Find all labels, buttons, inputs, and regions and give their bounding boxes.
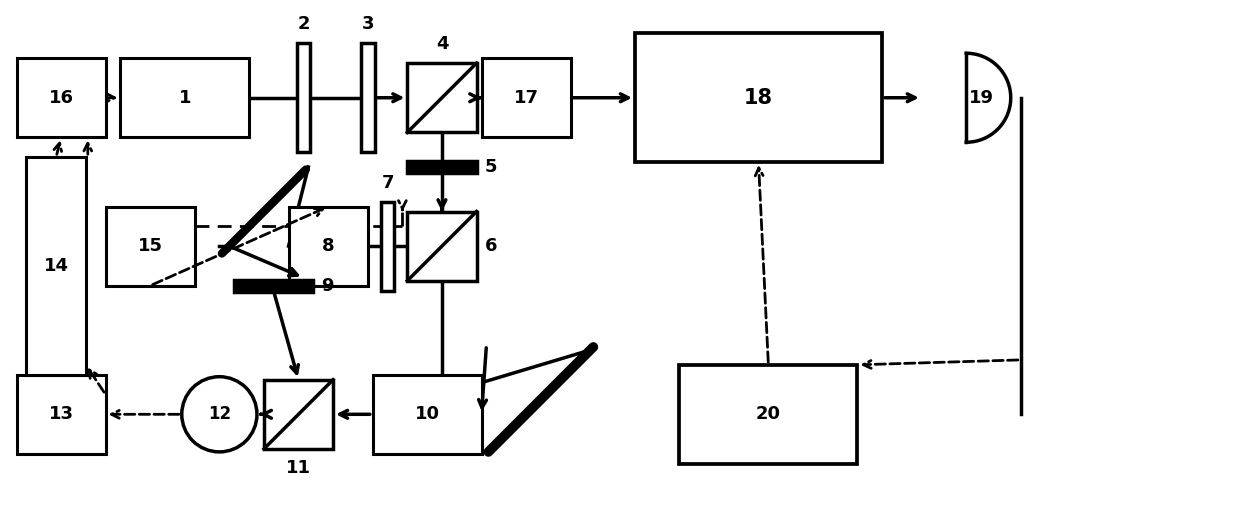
Text: 5: 5: [485, 158, 497, 176]
Text: 7: 7: [381, 174, 394, 192]
Text: 16: 16: [48, 89, 73, 107]
Text: 15: 15: [138, 237, 162, 255]
Bar: [264, 380, 334, 449]
Text: 19: 19: [970, 89, 994, 107]
Text: 18: 18: [744, 88, 773, 108]
Bar: [296, 43, 310, 152]
Text: 10: 10: [414, 405, 440, 423]
Text: 4: 4: [435, 35, 448, 53]
Bar: [481, 58, 570, 137]
Text: 14: 14: [43, 257, 68, 275]
Text: 20: 20: [756, 405, 781, 423]
Bar: [105, 206, 195, 286]
Text: 13: 13: [48, 405, 73, 423]
Bar: [120, 58, 249, 137]
Text: 6: 6: [485, 237, 497, 255]
Text: 8: 8: [322, 237, 335, 255]
Bar: [407, 63, 476, 133]
Bar: [361, 43, 374, 152]
Text: 11: 11: [286, 459, 311, 477]
Text: 3: 3: [362, 15, 374, 34]
Bar: [16, 375, 105, 454]
Bar: [635, 34, 882, 162]
Bar: [16, 58, 105, 137]
Bar: [234, 280, 314, 292]
Bar: [289, 206, 368, 286]
Bar: [381, 202, 394, 291]
Text: 1: 1: [179, 89, 191, 107]
Text: 2: 2: [298, 15, 310, 34]
Text: 17: 17: [513, 89, 538, 107]
Bar: [680, 365, 857, 464]
Bar: [373, 375, 481, 454]
Bar: [407, 161, 476, 173]
Text: 9: 9: [321, 277, 334, 295]
Bar: [407, 212, 476, 281]
Bar: [26, 157, 86, 375]
Text: 12: 12: [208, 405, 231, 423]
